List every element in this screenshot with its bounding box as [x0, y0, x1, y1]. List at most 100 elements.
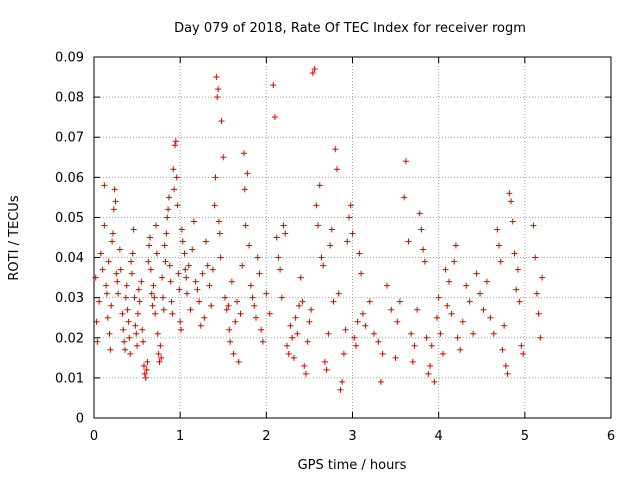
data-point — [454, 334, 461, 341]
data-point — [504, 370, 511, 377]
data-point — [122, 346, 129, 353]
data-point — [420, 246, 427, 253]
data-point — [433, 314, 440, 321]
data-point — [266, 310, 273, 317]
data-point — [146, 242, 153, 249]
data-point — [119, 310, 126, 317]
data-point — [197, 322, 204, 329]
data-point — [177, 318, 184, 325]
data-point — [178, 226, 185, 233]
data-point — [189, 246, 196, 253]
data-point — [535, 310, 542, 317]
data-point — [212, 174, 219, 181]
data-point — [320, 262, 327, 269]
data-point — [299, 298, 306, 305]
data-point — [148, 290, 155, 297]
data-point — [532, 254, 539, 261]
y-tick-label: 0.05 — [55, 211, 84, 226]
data-point — [178, 326, 185, 333]
chart-title: Day 079 of 2018, Rate Of TEC Index for r… — [174, 21, 526, 36]
data-point — [136, 298, 143, 305]
data-point — [181, 250, 188, 257]
data-point — [153, 250, 160, 257]
data-point — [448, 310, 455, 317]
data-point — [502, 362, 509, 369]
x-tick-label: 3 — [348, 429, 356, 444]
data-point — [225, 302, 232, 309]
x-tick-label: 4 — [435, 429, 443, 444]
data-point — [494, 226, 501, 233]
data-point — [163, 230, 170, 237]
data-point — [514, 266, 521, 273]
data-point — [337, 386, 344, 393]
data-point — [408, 330, 415, 337]
data-point — [113, 270, 120, 277]
data-point — [358, 270, 365, 277]
data-point — [185, 262, 192, 269]
data-point — [414, 306, 421, 313]
data-point — [335, 290, 342, 297]
data-point — [140, 338, 147, 345]
data-point — [383, 282, 390, 289]
data-point — [379, 350, 386, 357]
data-point — [165, 194, 172, 201]
data-point — [160, 306, 167, 313]
data-point — [158, 354, 165, 361]
data-point — [140, 362, 147, 369]
data-point — [214, 94, 221, 101]
data-point — [152, 310, 159, 317]
data-point — [246, 242, 253, 249]
data-point — [147, 266, 154, 273]
data-point — [359, 310, 366, 317]
data-point — [112, 198, 119, 205]
data-point — [444, 302, 451, 309]
data-point — [301, 362, 308, 369]
data-point — [131, 294, 138, 301]
data-point — [133, 330, 140, 337]
data-point — [405, 238, 412, 245]
data-point — [490, 330, 497, 337]
data-point — [463, 282, 470, 289]
data-point — [439, 350, 446, 357]
data-point — [344, 238, 351, 245]
data-point — [284, 342, 291, 349]
data-point — [287, 322, 294, 329]
data-point — [421, 258, 428, 265]
data-point — [187, 306, 194, 313]
x-axis-label: GPS time / hours — [298, 458, 407, 473]
data-point — [120, 326, 127, 333]
data-point — [201, 314, 208, 321]
data-point — [518, 342, 525, 349]
data-point — [216, 230, 223, 237]
data-point — [339, 378, 346, 385]
data-point — [103, 290, 110, 297]
data-point — [144, 358, 151, 365]
data-point — [147, 234, 154, 241]
data-point — [203, 238, 210, 245]
data-point — [296, 302, 303, 309]
data-point — [230, 350, 237, 357]
data-point — [125, 318, 132, 325]
data-point — [244, 170, 251, 177]
data-point — [105, 258, 112, 265]
data-point — [446, 278, 453, 285]
data-point — [164, 214, 171, 221]
y-tick-label: 0.06 — [55, 171, 84, 186]
data-point — [416, 210, 423, 217]
data-point — [366, 298, 373, 305]
data-point — [184, 290, 191, 297]
data-point — [234, 298, 241, 305]
data-point — [313, 202, 320, 209]
y-tick-label: 0.02 — [55, 331, 84, 346]
data-point — [220, 154, 227, 161]
data-point — [428, 342, 435, 349]
data-point — [199, 270, 206, 277]
data-point — [256, 270, 263, 277]
data-point — [156, 358, 163, 365]
y-axis-label: ROTI / TECUs — [7, 195, 22, 280]
x-tick-label: 2 — [262, 429, 270, 444]
data-point — [315, 222, 322, 229]
data-point — [377, 378, 384, 385]
data-point — [394, 318, 401, 325]
